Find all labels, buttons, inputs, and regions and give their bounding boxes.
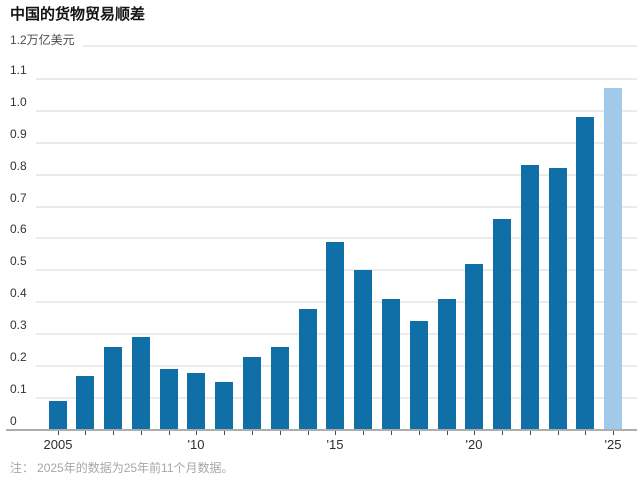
y-axis-label-1.1: 1.1 [10,63,27,77]
y-axis-unit-label: 1.2万亿美元 [10,33,75,47]
y-axis-label-0.1: 0.1 [10,382,27,396]
y-axis-label-0.2: 0.2 [10,350,27,364]
x-tick-2016 [363,431,364,435]
footnote-label: 注： [10,461,35,475]
x-tick-2013 [280,431,281,435]
x-axis-line [6,429,637,431]
x-tick-2019 [447,431,448,435]
x-tick-2009 [169,431,170,435]
x-tick-2018 [419,431,420,435]
bar-2016 [354,270,372,430]
x-axis-label-2005: 2005 [43,437,73,452]
gridline-0.7 [36,206,637,208]
x-tick-2012 [252,431,253,435]
bar-2015 [326,242,344,430]
x-tick-2017 [391,431,392,435]
gridline-0.8 [36,174,637,176]
gridline-1.1 [36,78,637,80]
bar-2020 [465,264,483,430]
bar-2021 [493,219,511,430]
bar-2023 [549,168,567,430]
bar-2022 [521,165,539,430]
bar-2017 [382,299,400,430]
footnote: 注： 2025年的数据为25年前11个月数据。 [10,461,234,475]
x-tick-2011 [224,431,225,435]
y-axis-label-0.5: 0.5 [10,254,27,268]
x-tick-2015 [335,431,336,435]
x-tick-2010 [196,431,197,435]
bar-2005 [49,401,67,430]
x-tick-2008 [141,431,142,435]
footnote-text: 2025年的数据为25年前11个月数据。 [37,461,234,475]
gridline-0.9 [36,142,637,144]
y-axis-unit-row: 1.2万亿美元 [10,33,637,47]
bar-2012 [243,357,261,430]
y-axis-label-1.0: 1.0 [10,95,27,109]
x-tick-2020 [474,431,475,435]
y-axis-label-0.3: 0.3 [10,318,27,332]
bar-2006 [76,376,94,430]
gridline-1.0 [36,110,637,112]
x-tick-2023 [558,431,559,435]
x-tick-2024 [585,431,586,435]
x-tick-2021 [502,431,503,435]
x-tick-2025 [613,431,614,435]
bar-2025 [604,88,622,430]
bar-2007 [104,347,122,430]
x-axis-label-2025: '25 [604,437,622,452]
x-tick-2006 [85,431,86,435]
bar-2010 [187,373,205,430]
bar-2011 [215,382,233,430]
bar-2009 [160,369,178,430]
y-axis-label-0: 0 [10,414,17,428]
y-axis-label-0.6: 0.6 [10,222,27,236]
x-axis-label-2015: '15 [326,437,344,452]
bar-2008 [132,337,150,430]
gridline-top [82,45,637,47]
y-axis-label-0.7: 0.7 [10,191,27,205]
x-tick-2014 [308,431,309,435]
y-axis-label-0.9: 0.9 [10,127,27,141]
y-axis-label-0.8: 0.8 [10,159,27,173]
x-axis-label-2010: '10 [187,437,205,452]
bar-2018 [410,321,428,430]
y-axis-label-0.4: 0.4 [10,286,27,300]
chart-title: 中国的货物贸易顺差 [10,6,146,23]
x-tick-2022 [530,431,531,435]
bar-2013 [271,347,289,430]
bar-2014 [299,309,317,430]
x-tick-2005 [58,431,59,435]
gridline-0.6 [36,237,637,239]
bar-2019 [438,299,456,430]
x-axis-label-2020: '20 [465,437,483,452]
x-tick-2007 [113,431,114,435]
bar-2024 [576,117,594,430]
